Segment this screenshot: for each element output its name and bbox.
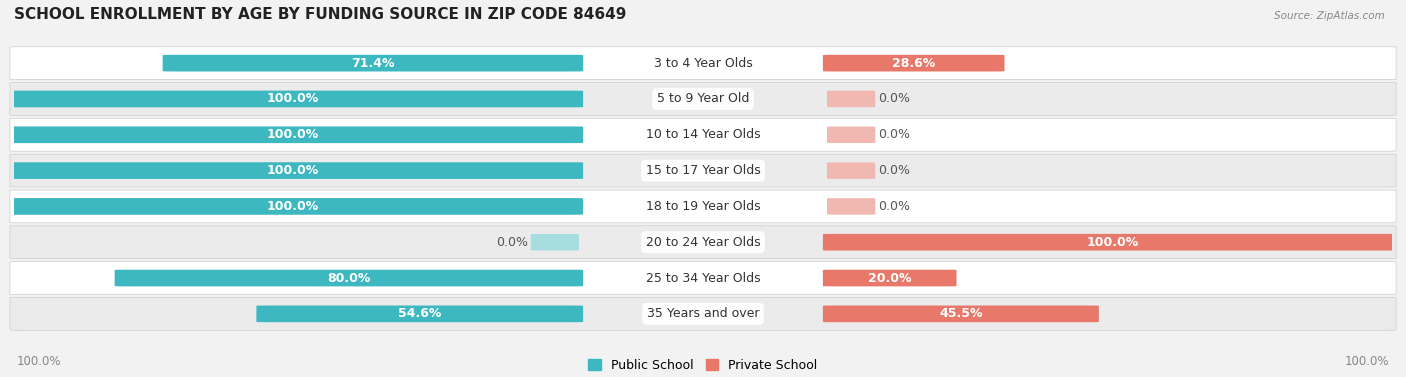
FancyBboxPatch shape [823,234,1403,251]
Text: 10 to 14 Year Olds: 10 to 14 Year Olds [645,128,761,141]
Text: 80.0%: 80.0% [328,271,371,285]
FancyBboxPatch shape [531,234,579,250]
FancyBboxPatch shape [3,126,583,143]
FancyBboxPatch shape [3,90,583,107]
FancyBboxPatch shape [827,162,875,179]
FancyBboxPatch shape [10,262,1396,294]
FancyBboxPatch shape [827,91,875,107]
FancyBboxPatch shape [823,55,1004,72]
Text: 71.4%: 71.4% [352,57,395,70]
Text: 100.0%: 100.0% [267,128,319,141]
FancyBboxPatch shape [10,83,1396,115]
Text: 54.6%: 54.6% [398,307,441,320]
Text: 100.0%: 100.0% [267,200,319,213]
Text: 3 to 4 Year Olds: 3 to 4 Year Olds [654,57,752,70]
Text: 0.0%: 0.0% [877,92,910,106]
FancyBboxPatch shape [10,47,1396,80]
Text: 15 to 17 Year Olds: 15 to 17 Year Olds [645,164,761,177]
Text: 100.0%: 100.0% [1344,355,1389,368]
Text: 0.0%: 0.0% [877,164,910,177]
FancyBboxPatch shape [163,55,583,72]
FancyBboxPatch shape [115,270,583,287]
Text: 5 to 9 Year Old: 5 to 9 Year Old [657,92,749,106]
Text: 0.0%: 0.0% [877,200,910,213]
Text: 0.0%: 0.0% [877,128,910,141]
Text: 45.5%: 45.5% [939,307,983,320]
Text: 0.0%: 0.0% [496,236,529,249]
Text: 100.0%: 100.0% [267,92,319,106]
FancyBboxPatch shape [823,270,956,287]
Text: SCHOOL ENROLLMENT BY AGE BY FUNDING SOURCE IN ZIP CODE 84649: SCHOOL ENROLLMENT BY AGE BY FUNDING SOUR… [14,7,627,22]
Text: 100.0%: 100.0% [17,355,62,368]
Text: 18 to 19 Year Olds: 18 to 19 Year Olds [645,200,761,213]
FancyBboxPatch shape [256,305,583,322]
FancyBboxPatch shape [10,154,1396,187]
FancyBboxPatch shape [3,162,583,179]
Text: 35 Years and over: 35 Years and over [647,307,759,320]
FancyBboxPatch shape [10,190,1396,223]
FancyBboxPatch shape [823,305,1099,322]
FancyBboxPatch shape [10,118,1396,151]
Text: 20.0%: 20.0% [868,271,911,285]
Legend: Public School, Private School: Public School, Private School [583,354,823,377]
Text: 28.6%: 28.6% [891,57,935,70]
Text: 25 to 34 Year Olds: 25 to 34 Year Olds [645,271,761,285]
Text: Source: ZipAtlas.com: Source: ZipAtlas.com [1274,11,1385,21]
FancyBboxPatch shape [10,226,1396,259]
FancyBboxPatch shape [10,297,1396,330]
FancyBboxPatch shape [827,127,875,143]
FancyBboxPatch shape [3,198,583,215]
FancyBboxPatch shape [827,198,875,215]
Text: 100.0%: 100.0% [1087,236,1139,249]
Text: 20 to 24 Year Olds: 20 to 24 Year Olds [645,236,761,249]
Text: 100.0%: 100.0% [267,164,319,177]
